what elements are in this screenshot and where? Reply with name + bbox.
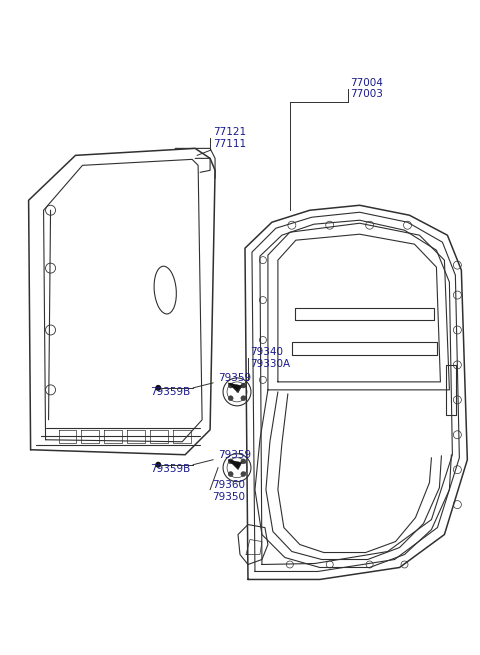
Text: 77003: 77003 (350, 90, 383, 100)
Text: 79359: 79359 (218, 450, 251, 460)
Text: 79359: 79359 (218, 373, 251, 383)
Polygon shape (228, 460, 242, 470)
Text: 79359B: 79359B (150, 387, 191, 397)
Polygon shape (228, 383, 242, 393)
Circle shape (155, 385, 161, 391)
Circle shape (228, 396, 233, 401)
Text: 79350: 79350 (212, 492, 245, 502)
Text: 77004: 77004 (350, 77, 383, 88)
Circle shape (155, 462, 161, 468)
Circle shape (241, 459, 246, 464)
Text: 79359B: 79359B (150, 464, 191, 474)
Circle shape (241, 396, 246, 401)
Text: 79360: 79360 (212, 479, 245, 490)
Text: 79340: 79340 (250, 347, 283, 357)
Text: 79330A: 79330A (250, 359, 290, 369)
Circle shape (228, 383, 233, 388)
Text: 77111: 77111 (213, 140, 246, 149)
Circle shape (228, 459, 233, 464)
Circle shape (228, 472, 233, 477)
Text: 77121: 77121 (213, 128, 246, 138)
Circle shape (241, 472, 246, 477)
Circle shape (241, 383, 246, 388)
